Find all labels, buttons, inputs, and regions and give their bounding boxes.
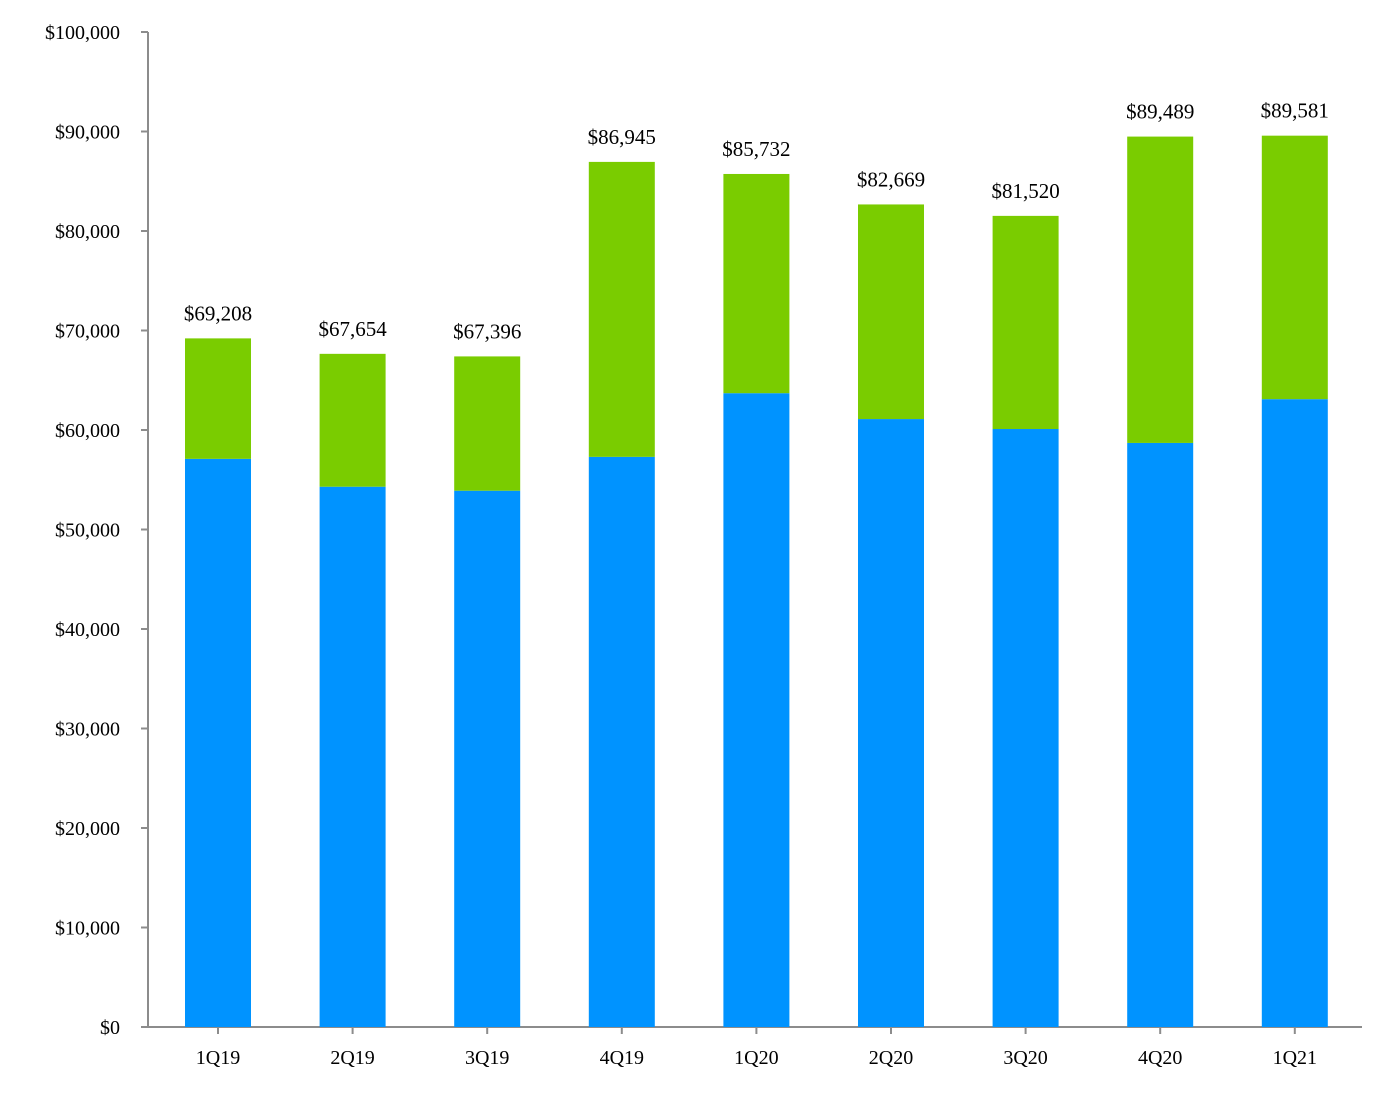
bar-total-label: $81,520 [991, 179, 1059, 203]
x-tick-label: 2Q20 [869, 1047, 913, 1069]
y-tick-label: $20,000 [55, 818, 120, 840]
x-axis: 1Q19 2Q19 3Q19 4Q19 1Q20 2Q20 3Q20 4Q20 1Q21 [148, 1026, 1362, 1069]
y-tick-label: $0 [100, 1017, 120, 1039]
bar-segment-green [992, 215, 1059, 430]
bar-segment-green [185, 338, 251, 459]
x-tick-label: 3Q19 [465, 1047, 509, 1069]
y-tick-label: $40,000 [55, 619, 120, 641]
bar-segment-blue [858, 419, 924, 1027]
bar-segment-blue [1127, 442, 1194, 1027]
bars [185, 135, 1328, 1028]
x-tick-label: 3Q20 [1003, 1047, 1047, 1069]
bar-segment-green [319, 353, 386, 487]
y-tick-label: $90,000 [55, 122, 120, 144]
x-tick-label: 1Q20 [734, 1047, 778, 1069]
bar-segment-blue [319, 486, 386, 1028]
bar-segment-blue [454, 490, 521, 1027]
bar-total-label: $82,669 [857, 167, 925, 191]
bar-segment-blue [992, 429, 1059, 1027]
bar-segment-green [858, 204, 924, 420]
x-tick-label: 4Q20 [1138, 1047, 1182, 1069]
bar-segment-blue [723, 393, 790, 1027]
bar-segment-blue [185, 458, 251, 1028]
bar-total-label: $89,489 [1126, 100, 1194, 124]
y-tick-label: $60,000 [55, 420, 120, 442]
y-axis: $0 $10,000 $20,000 $30,000 $40,000 $50,000 $60… [45, 22, 149, 1039]
x-tick-label: 2Q19 [330, 1047, 374, 1069]
bar-segment-green [1261, 135, 1328, 400]
bar-segment-green [454, 356, 521, 491]
y-tick-label: $50,000 [55, 520, 120, 542]
bar-segment-blue [588, 456, 655, 1027]
y-tick-label: $100,000 [45, 22, 120, 44]
bar-segment-green [1127, 136, 1194, 443]
x-tick-label: 4Q19 [600, 1047, 644, 1069]
y-tick-label: $10,000 [55, 918, 120, 940]
y-tick-label: $30,000 [55, 719, 120, 741]
y-tick-label: $70,000 [55, 321, 120, 343]
y-tick-label: $80,000 [55, 221, 120, 243]
bar-segment-blue [1261, 399, 1328, 1027]
x-tick-label: 1Q21 [1273, 1047, 1317, 1069]
bar-segment-green [723, 173, 790, 394]
x-tick-label: 1Q19 [196, 1047, 240, 1069]
bar-total-label: $86,945 [588, 125, 656, 149]
total-labels: $69,208 $67,654 $67,396 $86,945 $85,732 $82,6… [184, 99, 1329, 344]
bar-segment-green [588, 161, 655, 457]
bar-total-label: $67,654 [318, 317, 387, 341]
bar-total-label: $69,208 [184, 301, 252, 325]
bar-total-label: $67,396 [453, 319, 521, 343]
bar-total-label: $89,581 [1261, 99, 1329, 123]
bar-total-label: $85,732 [722, 137, 790, 161]
